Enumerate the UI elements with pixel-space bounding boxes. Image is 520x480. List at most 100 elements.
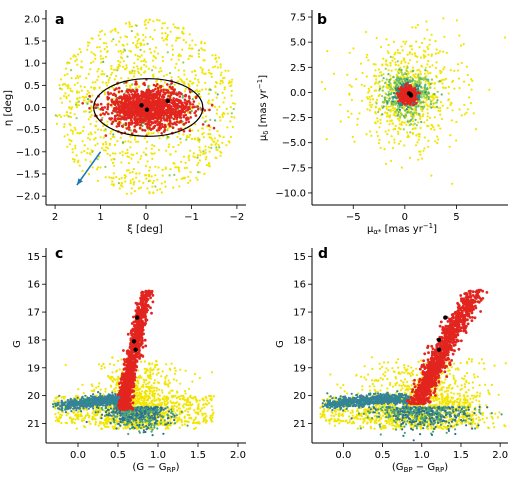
field-star [71,132,74,135]
field-star [81,130,84,133]
field-star [78,132,81,135]
field-star [221,81,224,84]
dense-star [394,81,397,84]
field-star [133,75,136,78]
field-star [191,47,194,50]
field-star [385,107,388,110]
field-star [80,151,83,154]
field-star [153,55,156,58]
member-star [120,110,124,113]
field-star [205,155,208,159]
field-star [109,30,112,33]
member-star [132,129,136,132]
field-star [83,110,86,113]
member-star [165,104,168,108]
field-star [181,48,184,51]
field-star [427,47,430,51]
member-star [126,115,130,118]
field-star [369,130,372,133]
field-star [217,56,221,59]
panel-b-ytick-label: 2.5 [290,63,306,74]
member-star [117,109,121,113]
field-star [171,44,174,47]
field-star [80,60,83,63]
field-star [449,134,452,137]
member-star [401,99,405,102]
field-star [81,140,84,143]
member-star [155,111,159,115]
field-star [207,99,211,102]
field-star [196,178,199,181]
field-star [352,47,355,50]
field-star [403,65,406,68]
field-star [135,86,138,89]
member-star [153,108,157,112]
dense-star [422,95,426,98]
member-star [185,102,189,106]
field-star [145,177,148,180]
field-star [414,26,417,29]
field-star [382,57,385,60]
field-star [219,63,222,66]
field-star [59,97,62,100]
field-star [81,66,84,69]
field-star [151,59,155,62]
field-star [325,138,328,141]
field-star [197,49,201,52]
field-star [187,175,190,178]
field-star [114,68,117,71]
field-star [411,53,414,56]
field-star [428,116,432,119]
field-star [156,178,159,181]
member-star [128,89,132,92]
field-star [170,58,173,61]
field-star [393,138,396,141]
field-star [130,153,133,156]
field-star [152,75,155,78]
field-star [346,73,349,76]
field-star [172,23,175,26]
field-star [75,427,78,430]
field-star [137,140,140,143]
field-star [117,59,120,63]
dense-star [436,90,439,93]
field-star [110,40,113,43]
field-star [94,144,97,147]
field-star [103,33,106,36]
field-star [430,54,433,58]
field-star [177,69,180,72]
dense-star [401,106,404,109]
field-star [123,176,126,179]
field-star [62,94,66,98]
field-star [210,143,213,146]
field-star [441,82,444,85]
field-star [339,120,342,123]
dense-star [216,93,219,96]
field-star [363,84,366,87]
member-star [201,123,205,126]
dense-star [86,102,89,105]
member-star [183,111,186,114]
field-star [183,90,187,93]
field-star [387,105,391,108]
member-star [135,123,138,127]
field-star [130,192,133,195]
field-star [231,102,235,105]
field-star [173,83,176,86]
field-star [399,140,402,143]
field-star [191,70,194,73]
member-star [162,88,166,92]
field-star [174,66,177,69]
field-star [232,107,235,111]
field-star [434,52,438,55]
dense-star [389,93,393,96]
field-star [139,48,142,52]
field-star [185,166,189,169]
field-star [175,62,178,65]
field-star [137,38,140,41]
field-star [188,133,192,137]
dense-star [382,85,385,88]
field-star [449,69,452,72]
dense-star [417,87,420,90]
dense-star [121,141,125,144]
